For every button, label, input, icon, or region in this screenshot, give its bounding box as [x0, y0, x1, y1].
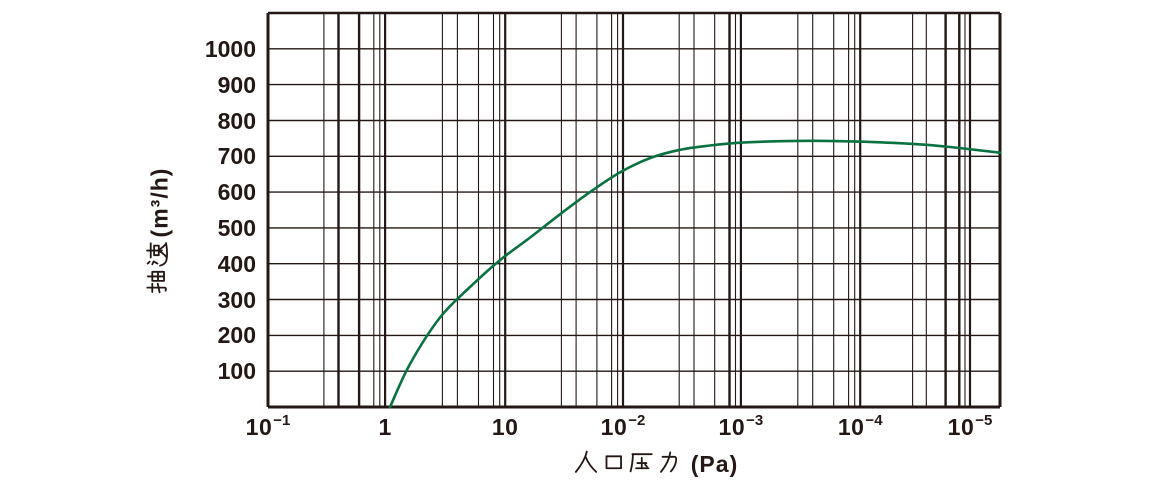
y-tick-label: 400: [217, 250, 256, 277]
speed-curve: [388, 139, 1002, 409]
y-tick-label: 800: [217, 107, 256, 134]
x-axis-title: (Pa): [572, 449, 738, 480]
x-axis-title-char-icon: [601, 449, 627, 475]
x-tick-label: 10−2: [600, 412, 646, 440]
y-tick-label: 1000: [204, 35, 256, 62]
x-axis-title-chinese: [572, 449, 684, 480]
x-axis-title-char-icon: [629, 449, 655, 475]
y-axis-title-chinese: [145, 240, 176, 296]
y-axis-title: (m³/h): [145, 168, 176, 297]
x-axis-title-char-icon: [573, 449, 599, 475]
y-tick-label: 500: [217, 214, 256, 241]
y-axis-unit-label: (m³/h): [146, 167, 173, 238]
x-tick-label: 10: [491, 414, 519, 440]
x-tick-label: 10−5: [947, 412, 993, 440]
y-tick-label: 100: [217, 358, 256, 385]
x-axis-title-char-icon: [657, 449, 683, 475]
x-axis-unit-label: (Pa): [690, 451, 739, 477]
x-tick-label: 10−3: [718, 412, 764, 440]
x-tick-label: 10−1: [245, 412, 291, 440]
y-tick-label: 600: [217, 179, 256, 206]
y-axis-title-char-icon: [145, 269, 171, 295]
y-tick-label: 900: [217, 71, 256, 98]
y-tick-label: 700: [217, 143, 256, 170]
x-tick-label: 1: [378, 414, 392, 440]
y-tick-label: 200: [217, 322, 256, 349]
y-tick-label: 300: [217, 286, 256, 313]
y-axis-title-char-icon: [145, 241, 171, 267]
x-tick-label: 10−4: [837, 412, 883, 440]
